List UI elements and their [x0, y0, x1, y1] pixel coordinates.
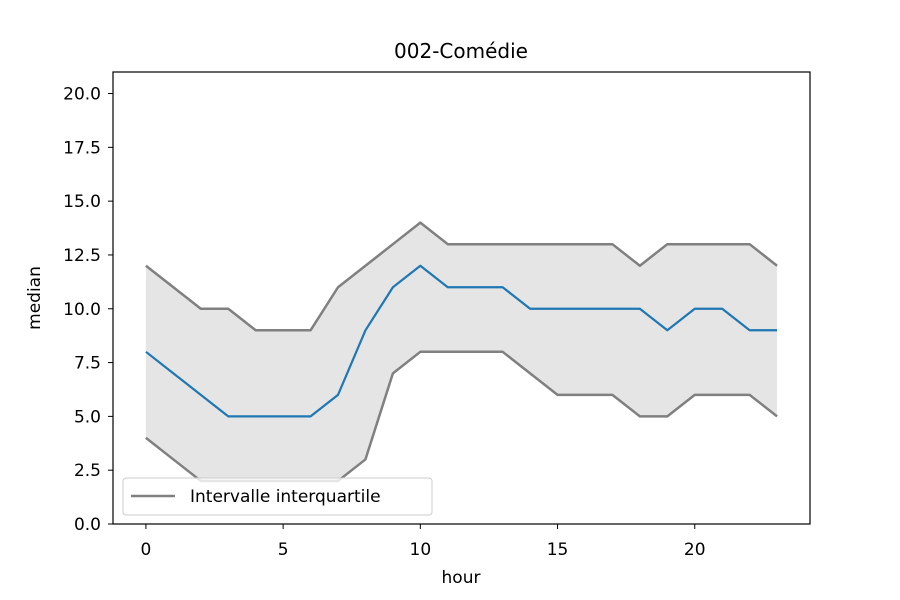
x-tick-label: 20	[684, 540, 706, 560]
y-tick-label: 7.5	[74, 354, 101, 374]
axes-frame	[112, 71, 811, 525]
upper-quartile-line	[145, 221, 778, 332]
y-tick-label: 17.5	[63, 138, 101, 158]
y-tick-label: 15.0	[63, 192, 101, 212]
x-axis: 0 5 10 15 20	[141, 524, 706, 560]
y-tick-label: 0.0	[74, 515, 101, 535]
y-axis-title: median	[25, 266, 45, 330]
x-tick-label: 10	[410, 540, 432, 560]
chart-title: 002-Comédie	[394, 39, 528, 63]
y-tick-label: 2.5	[74, 461, 101, 481]
x-tick-label: 15	[547, 540, 569, 560]
y-axis: 0.0 2.5 5.0 7.5 10.0 12.5 15.0 17.5 20.0	[63, 85, 113, 535]
y-tick-label: 12.5	[63, 246, 101, 266]
x-axis-title: hour	[442, 568, 481, 588]
legend: Intervalle interquartile	[122, 477, 433, 516]
legend-box	[122, 477, 433, 516]
legend-label: Intervalle interquartile	[190, 487, 381, 507]
x-tick-label: 0	[141, 540, 152, 560]
y-tick-label: 10.0	[63, 300, 101, 320]
y-tick-label: 20.0	[63, 85, 101, 105]
median-line	[145, 264, 778, 418]
x-tick-label: 5	[278, 540, 289, 560]
y-tick-label: 5.0	[74, 407, 101, 427]
